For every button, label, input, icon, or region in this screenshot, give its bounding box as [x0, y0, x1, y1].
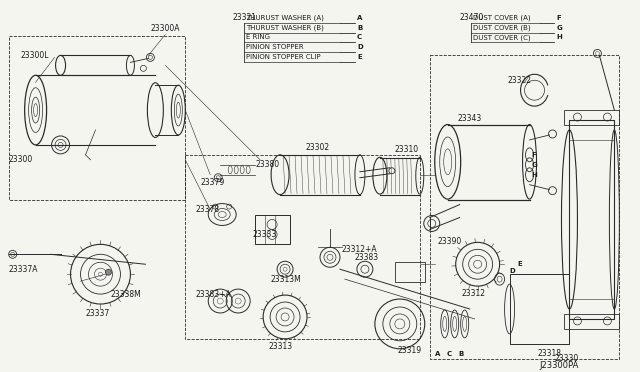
Text: 23379: 23379	[200, 178, 225, 187]
Text: 23470: 23470	[460, 13, 484, 22]
Text: G: G	[532, 162, 538, 168]
Text: C: C	[447, 351, 452, 357]
Text: J23300PA: J23300PA	[540, 361, 579, 370]
Text: THURUST WASHER (B): THURUST WASHER (B)	[246, 24, 324, 31]
Text: 23322: 23322	[508, 76, 532, 85]
Bar	[564, 110, 620, 125]
Text: 23319: 23319	[398, 346, 422, 355]
Bar	[395, 262, 425, 282]
Text: 23318: 23318	[538, 349, 561, 358]
Text: H: H	[557, 35, 562, 41]
Text: F: F	[532, 152, 536, 158]
Text: A: A	[357, 15, 362, 20]
Text: 23380: 23380	[255, 160, 279, 169]
Text: DUST COVER (B): DUST COVER (B)	[473, 24, 531, 31]
Bar	[564, 314, 620, 329]
Text: 23302: 23302	[305, 143, 329, 153]
Text: G: G	[557, 25, 562, 31]
Text: DUST COVER (C): DUST COVER (C)	[473, 34, 531, 41]
Bar	[570, 120, 614, 319]
Text: 23383+A: 23383+A	[195, 289, 231, 299]
Text: 23313M: 23313M	[270, 275, 301, 284]
Text: 23300A: 23300A	[150, 24, 180, 33]
Text: 23337A: 23337A	[9, 265, 38, 274]
Text: PINION STOPPER CLIP: PINION STOPPER CLIP	[246, 54, 321, 60]
Text: H: H	[532, 172, 538, 178]
Text: A: A	[435, 351, 440, 357]
Text: 23378: 23378	[195, 205, 220, 214]
Text: 23333: 23333	[252, 230, 276, 239]
Text: 23310: 23310	[395, 145, 419, 154]
Circle shape	[106, 269, 111, 275]
Text: 23321: 23321	[232, 13, 256, 22]
Text: 23300L: 23300L	[20, 51, 49, 60]
Text: 23312+A: 23312+A	[342, 245, 378, 254]
Text: 23313: 23313	[268, 342, 292, 351]
Text: 23300: 23300	[9, 155, 33, 164]
Text: 23338M: 23338M	[111, 289, 141, 299]
Text: E RING: E RING	[246, 35, 270, 41]
Bar	[255, 215, 290, 244]
Text: DUST COVER (A): DUST COVER (A)	[473, 15, 531, 21]
Text: THURUST WASHER (A): THURUST WASHER (A)	[246, 15, 324, 21]
Text: 23390: 23390	[438, 237, 462, 246]
Text: 23343: 23343	[458, 113, 482, 122]
Text: F: F	[557, 15, 561, 20]
Text: 23337: 23337	[86, 310, 109, 318]
Text: D: D	[357, 44, 363, 51]
Text: E: E	[357, 54, 362, 60]
Text: C: C	[357, 35, 362, 41]
Text: B: B	[459, 351, 464, 357]
Text: 23383: 23383	[355, 253, 379, 262]
Text: 23330: 23330	[554, 354, 579, 363]
Text: PINION STOPPER: PINION STOPPER	[246, 44, 304, 51]
Text: 23312: 23312	[461, 289, 486, 298]
Text: B: B	[357, 25, 362, 31]
Bar	[509, 274, 570, 344]
Text: E: E	[518, 261, 522, 267]
Text: D: D	[509, 268, 515, 274]
